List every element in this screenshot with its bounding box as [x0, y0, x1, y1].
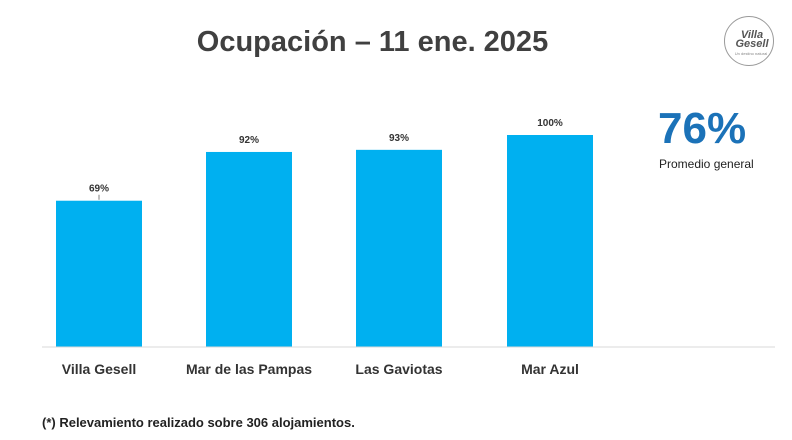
logo-line2: Gesell: [735, 38, 769, 50]
footnote: (*) Relevamiento realizado sobre 306 alo…: [42, 415, 355, 430]
logo-wordmark: Villa Gesell: [728, 29, 773, 50]
value-label-mar-azul: 100%: [537, 118, 563, 129]
value-label-mar-de-las-pampas: 92%: [239, 135, 259, 146]
value-label-las-gaviotas: 93%: [389, 133, 409, 144]
x-tick-labels-group: Villa Gesell Mar de las Pampas Las Gaviota…: [62, 361, 579, 377]
bar-villa-gesell: [56, 200, 142, 347]
chart-title: Ocupación – 11 ene. 2025: [196, 26, 549, 58]
bar-mar-azul: [507, 135, 593, 347]
logo-line1: Villa: [740, 29, 764, 41]
bar-mar-de-las-pampas: [206, 151, 292, 347]
x-tick-mar-de-las-pampas: Mar de las Pampas: [186, 361, 312, 377]
bars-group: [56, 135, 593, 347]
average-occupancy-value: 76%: [658, 104, 747, 153]
average-occupancy-label: Promedio general: [659, 157, 754, 171]
bar-las-gaviotas: [356, 149, 442, 347]
villa-gesell-logo: Villa Gesell Un destino natural: [724, 16, 774, 66]
value-labels-group: 69% 92% 93% 100%: [89, 118, 563, 200]
x-tick-las-gaviotas: Las Gaviotas: [355, 361, 442, 377]
x-tick-mar-azul: Mar Azul: [521, 361, 579, 377]
logo-tagline: Un destino natural: [734, 51, 768, 56]
x-tick-villa-gesell: Villa Gesell: [62, 361, 136, 377]
value-label-villa-gesell: 69%: [89, 184, 109, 195]
